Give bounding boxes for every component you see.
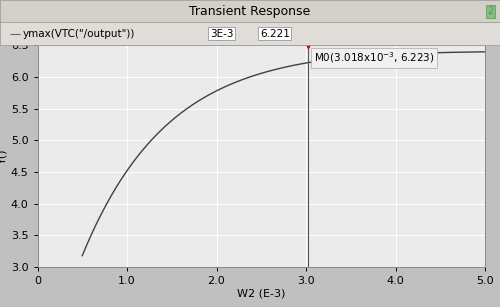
Text: Transient Response: Transient Response <box>190 5 310 17</box>
Text: —: — <box>9 29 20 39</box>
X-axis label: W2 (E-3): W2 (E-3) <box>237 289 286 299</box>
Text: 3E-3: 3E-3 <box>210 29 234 39</box>
Text: 2: 2 <box>488 6 494 16</box>
Text: 6.221: 6.221 <box>260 29 290 39</box>
Y-axis label: Y(): Y() <box>0 148 8 164</box>
Text: ymax(VTC("/output")): ymax(VTC("/output")) <box>22 29 135 39</box>
Text: M0(3.018x10$^{-3}$, 6.223): M0(3.018x10$^{-3}$, 6.223) <box>314 50 434 65</box>
